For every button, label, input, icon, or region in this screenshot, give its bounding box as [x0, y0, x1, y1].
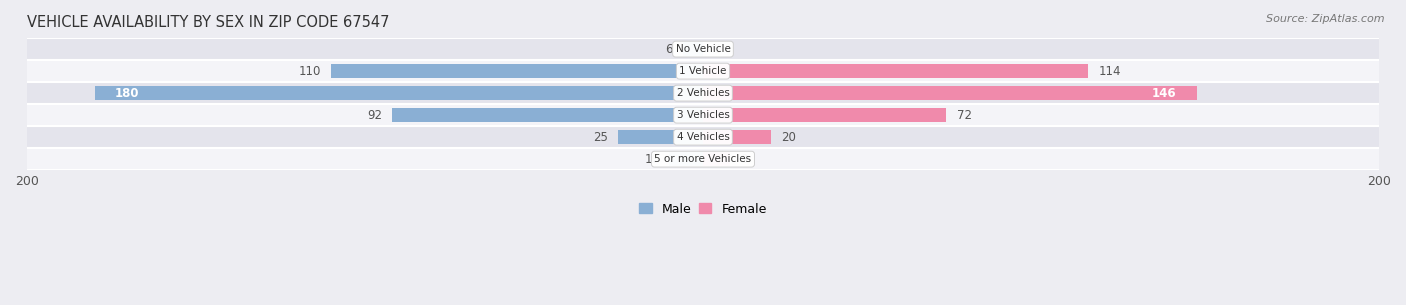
Text: 146: 146	[1152, 87, 1177, 100]
Text: 92: 92	[367, 109, 382, 122]
Text: Source: ZipAtlas.com: Source: ZipAtlas.com	[1267, 14, 1385, 24]
Text: No Vehicle: No Vehicle	[675, 44, 731, 54]
Bar	[703, 86, 1197, 100]
Text: 3 Vehicles: 3 Vehicles	[676, 110, 730, 120]
Text: 10: 10	[644, 153, 659, 166]
Bar	[27, 82, 1379, 104]
Text: 110: 110	[298, 65, 321, 78]
Text: VEHICLE AVAILABILITY BY SEX IN ZIP CODE 67547: VEHICLE AVAILABILITY BY SEX IN ZIP CODE …	[27, 15, 389, 30]
Text: 20: 20	[780, 131, 796, 144]
Legend: Male, Female: Male, Female	[636, 199, 770, 219]
Bar	[332, 64, 703, 78]
Text: 1 Vehicle: 1 Vehicle	[679, 66, 727, 76]
Text: 4 Vehicles: 4 Vehicles	[676, 132, 730, 142]
Text: 2 Vehicles: 2 Vehicles	[676, 88, 730, 98]
Bar	[27, 104, 1379, 126]
Text: 6: 6	[665, 43, 672, 56]
Bar	[703, 130, 770, 144]
Bar	[27, 38, 1379, 60]
Text: 180: 180	[115, 87, 139, 100]
Bar	[703, 64, 1088, 78]
Bar	[27, 60, 1379, 82]
Text: 8: 8	[740, 153, 748, 166]
Bar	[392, 108, 703, 122]
Bar	[27, 126, 1379, 148]
Text: 5 or more Vehicles: 5 or more Vehicles	[654, 154, 752, 164]
Bar	[27, 148, 1379, 170]
Bar	[669, 152, 703, 166]
Bar	[703, 108, 946, 122]
Text: 114: 114	[1098, 65, 1121, 78]
Text: 0: 0	[713, 43, 720, 56]
Bar	[619, 130, 703, 144]
Bar	[703, 152, 730, 166]
Text: 72: 72	[956, 109, 972, 122]
Bar	[94, 86, 703, 100]
Bar	[683, 42, 703, 56]
Text: 25: 25	[593, 131, 609, 144]
